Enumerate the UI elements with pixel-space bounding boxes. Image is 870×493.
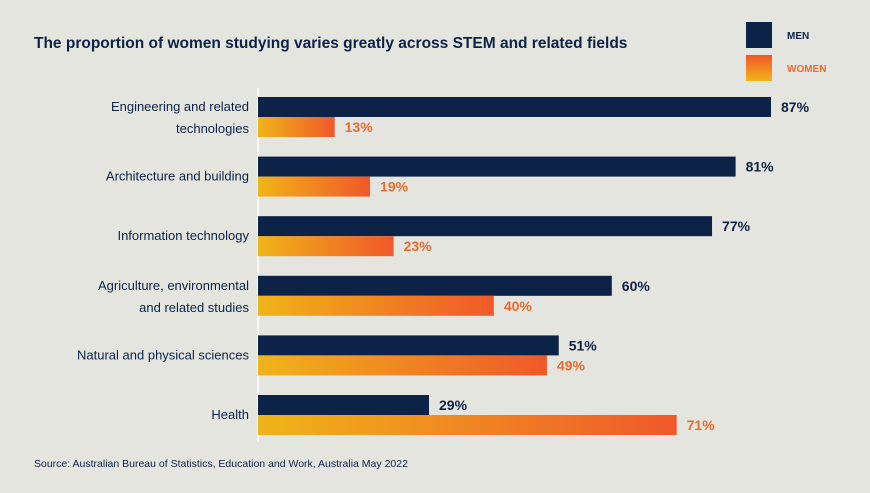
data-label-men: 77% [722,218,751,234]
data-label-men: 29% [439,397,468,413]
data-label-women: 71% [687,417,716,433]
data-label-men: 87% [781,99,810,115]
category-label: Agriculture, environmental and related st… [98,278,250,315]
category-label: Natural and physical sciences [77,347,249,362]
legend-swatch-men [746,22,772,48]
bar-women [258,355,547,376]
bar-men [258,395,429,415]
category-label: Architecture and building [106,169,249,184]
legend-swatch-women [746,55,772,81]
bar-men [258,156,736,177]
data-label-men: 51% [569,337,598,353]
chart-title: The proportion of women studying varies … [34,35,628,52]
data-label-women: 19% [380,179,409,195]
data-label-women: 13% [345,119,374,135]
category-label: Health [211,407,249,422]
bar-women [258,236,394,257]
data-label-women: 49% [557,357,586,373]
legend-label-women: WOMEN [787,64,826,75]
bar-women [258,295,494,316]
bar-men [258,97,771,117]
data-label-women: 23% [404,238,433,254]
bar-women [258,176,371,197]
bar-men [258,275,612,296]
bar-women [258,117,335,137]
category-label: Engineering and related technologies [111,99,250,136]
data-label-men: 60% [622,278,651,294]
source-note: Source: Australian Bureau of Statistics,… [34,458,408,470]
bar-women [258,415,677,435]
data-label-men: 81% [746,159,775,175]
bar-men [258,216,713,237]
legend-label-men: MEN [787,31,809,42]
data-label-women: 40% [504,298,533,314]
bar-men [258,335,559,356]
category-label: Information technology [117,228,249,243]
